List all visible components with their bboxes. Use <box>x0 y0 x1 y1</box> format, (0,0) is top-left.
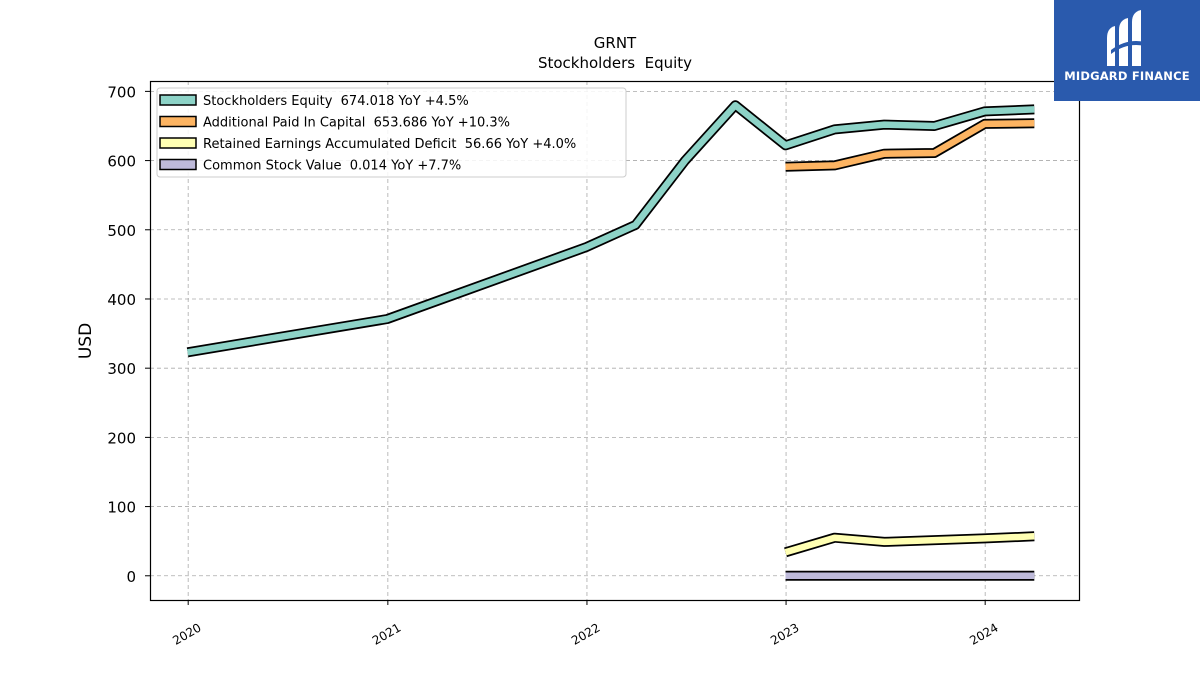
plot-frame <box>149 80 1081 602</box>
midgard-logo-icon <box>1107 10 1145 66</box>
chart-subtitle: Stockholders Equity <box>538 54 692 72</box>
legend-label: Additional Paid In Capital 653.686 YoY +… <box>203 116 510 131</box>
legend-box <box>156 87 627 178</box>
x-tick-label: 2024 <box>967 620 1000 647</box>
y-axis: 0 100 200 300 400 500 600 700 <box>107 83 150 586</box>
y-tick-label: 0 <box>126 568 136 586</box>
x-tick-label: 2020 <box>170 620 203 647</box>
series-line-1 <box>785 119 1035 171</box>
x-tick-label: 2021 <box>370 620 403 647</box>
y-tick-label: 100 <box>107 499 136 517</box>
y-tick-label: 400 <box>107 291 136 309</box>
series-lines <box>186 100 1035 581</box>
y-tick-label: 200 <box>107 429 136 447</box>
legend-swatch <box>159 115 197 128</box>
y-tick-label: 600 <box>107 153 136 171</box>
chart-title: GRNT <box>594 34 637 52</box>
x-tick-label: 2022 <box>569 620 602 647</box>
legend-swatch <box>159 158 197 171</box>
series-line-0 <box>187 101 1035 356</box>
x-tick-label: 2023 <box>768 620 801 647</box>
y-tick-label: 300 <box>107 360 136 378</box>
series-line-2 <box>784 533 1035 556</box>
legend-label: Stockholders Equity 674.018 YoY +4.5% <box>203 94 469 109</box>
y-axis-label: USD <box>76 323 96 359</box>
x-axis: 2020 2021 2022 2023 2024 <box>170 600 1001 648</box>
y-tick-label: 700 <box>107 83 136 101</box>
legend-label: Retained Earnings Accumulated Deficit 56… <box>203 137 576 152</box>
legend-label: Common Stock Value 0.014 YoY +7.7% <box>203 159 461 174</box>
legend-swatch <box>159 94 197 106</box>
brand-logo: MIDGARD FINANCE <box>1054 0 1200 101</box>
y-tick-label: 500 <box>107 222 136 240</box>
logo-text: MIDGARD FINANCE <box>1064 69 1190 83</box>
legend-swatch <box>159 137 197 149</box>
legend: Stockholders Equity 674.018 YoY +4.5% Add… <box>156 87 627 178</box>
